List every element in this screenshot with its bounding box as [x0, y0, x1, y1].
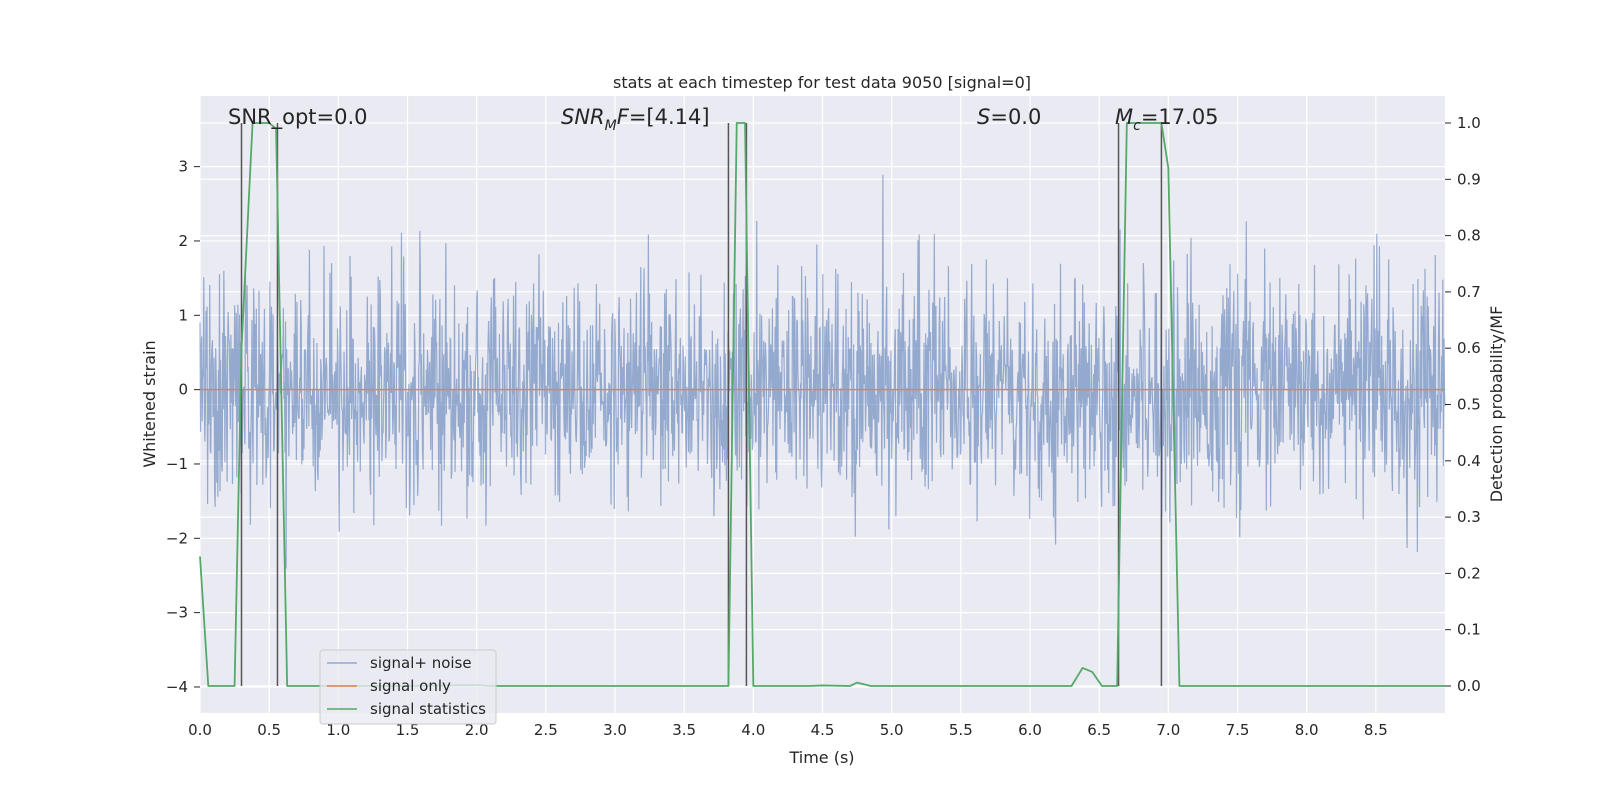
axis-ticks: 0.0 0.5 1.0 1.5 2.0 2.5 3.0 3.5 4.0 4.5 5.0 5.5 6.0 6…: [166, 114, 1481, 739]
noise-line: [199, 174, 1446, 569]
y2-tick-label: 0.9: [1457, 170, 1481, 188]
annotation-snr-mf-var: SNR: [561, 105, 605, 129]
x-tick-label: 7.0: [1156, 721, 1180, 739]
annotation-s-var: S: [977, 105, 990, 129]
chart-title: stats at each timestep for test data 905…: [613, 73, 1031, 92]
y2-tick-label: 0.4: [1457, 452, 1481, 470]
x-tick-label: 6.5: [1087, 721, 1111, 739]
legend-label-signal: signal only: [370, 677, 451, 695]
y2-axis-label: Detection probability/MF: [1487, 306, 1506, 503]
y-axis-label: Whitened strain: [140, 340, 159, 467]
y2-tick-label: 0.3: [1457, 508, 1481, 526]
legend-box: [319, 649, 497, 725]
y-tick-label: −1: [166, 455, 188, 473]
legend-label-stats: signal statistics: [370, 700, 486, 718]
x-tick-label: 1.0: [326, 721, 350, 739]
annotation-snr-mf: SNRMF=[4.14]: [561, 105, 710, 134]
legend: signal+ noise signal only signal statist…: [319, 649, 497, 725]
signal-statistics-line: [199, 122, 1445, 687]
legend-label-noise: signal+ noise: [370, 654, 472, 672]
x-tick-label: 8.5: [1364, 721, 1388, 739]
x-tick-label: 5.0: [880, 721, 904, 739]
x-tick-label: 5.5: [949, 721, 973, 739]
y-tick-label: 1: [178, 306, 188, 324]
annotation-s: S=0.0: [977, 105, 1041, 129]
x-tick-label: 6.0: [1018, 721, 1042, 739]
x-tick-label: 2.5: [534, 721, 558, 739]
y-tick-label: 3: [178, 158, 188, 176]
annotation-snr-opt: SNR_opt=0.0: [228, 105, 368, 130]
annotation-mc-var: M: [1115, 105, 1133, 129]
x-tick-label: 0.5: [257, 721, 281, 739]
y2-tick-label: 0.1: [1457, 621, 1481, 639]
x-tick-label: 4.0: [741, 721, 765, 739]
annotation-mc-sub: c: [1133, 118, 1141, 134]
annotation-snr-mf-value: =[4.14]: [629, 105, 710, 129]
y-tick-label: −4: [166, 678, 188, 696]
y-tick-label: 0: [178, 381, 188, 399]
x-tick-label: 2.0: [465, 721, 489, 739]
x-tick-label: 0.0: [188, 721, 212, 739]
y2-tick-label: 0.7: [1457, 283, 1481, 301]
x-tick-label: 3.0: [603, 721, 627, 739]
y2-tick-label: 0.5: [1457, 396, 1481, 414]
x-tick-label: 1.5: [396, 721, 420, 739]
signal-statistics-series: [199, 122, 1445, 687]
y-tick-label: 2: [178, 232, 188, 250]
annotation-mc-value: =17.05: [1141, 105, 1219, 129]
x-tick-label: 4.5: [811, 721, 835, 739]
noise-series: [199, 174, 1446, 569]
x-axis-label: Time (s): [788, 748, 854, 767]
annotation-mc: Mc=17.05: [1115, 105, 1219, 134]
y2-tick-label: 0.6: [1457, 339, 1481, 357]
y2-tick-label: 0.8: [1457, 227, 1481, 245]
x-tick-label: 7.5: [1226, 721, 1250, 739]
y2-tick-label: 1.0: [1457, 114, 1481, 132]
y2-tick-label: 0.0: [1457, 677, 1481, 695]
annotation-snr-mf-sub: M: [605, 118, 617, 134]
y-tick-label: −2: [166, 529, 188, 547]
x-tick-label: 3.5: [672, 721, 696, 739]
annotation-snr-mf-var2: F: [617, 105, 630, 129]
annotation-s-value: =0.0: [990, 105, 1041, 129]
y2-tick-label: 0.2: [1457, 564, 1481, 582]
x-tick-label: 8.0: [1295, 721, 1319, 739]
y-tick-label: −3: [166, 604, 188, 622]
